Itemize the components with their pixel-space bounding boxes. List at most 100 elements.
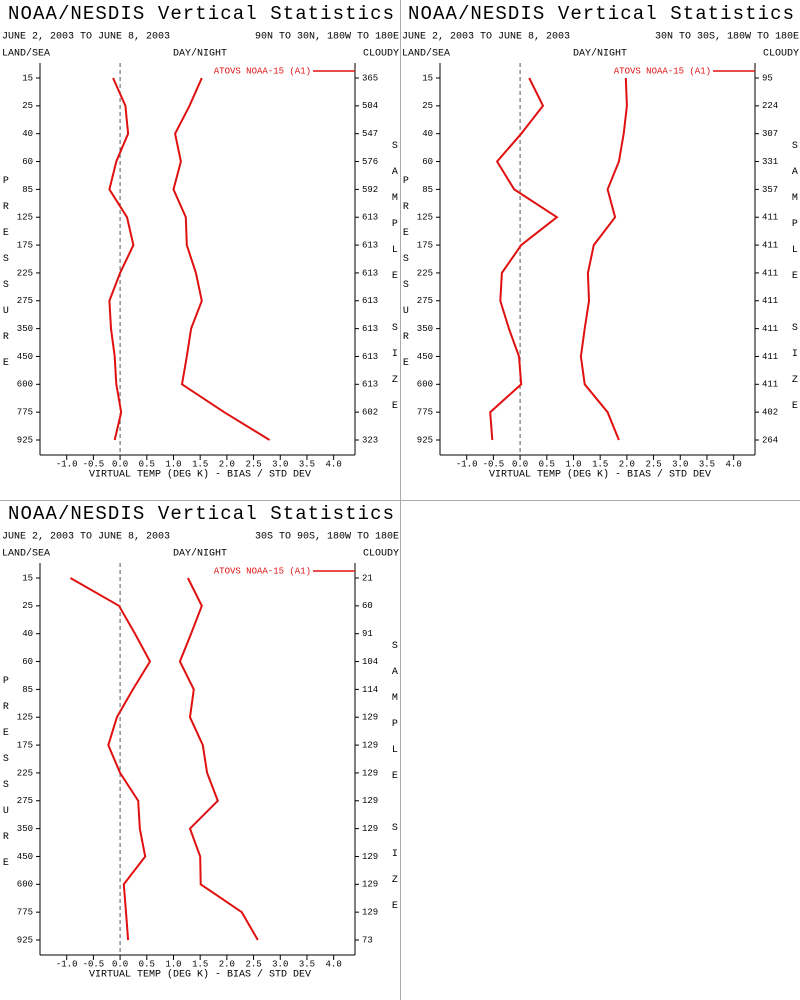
sample-size: 411 [762, 324, 778, 334]
x-tick-label: 1.0 [165, 459, 181, 469]
x-tick-label: 0.5 [139, 959, 155, 969]
x-tick-label: 3.5 [299, 959, 315, 969]
legend-label: ATOVS NOAA-15 (A1) [614, 66, 711, 76]
sample-size: 504 [362, 101, 378, 111]
y-tick-label: 40 [22, 629, 33, 639]
y-tick-label: 350 [417, 324, 433, 334]
sample-size: 129 [362, 796, 378, 806]
panel-title: NOAA/NESDIS Vertical Statistics [8, 503, 394, 525]
bias-line [108, 77, 135, 441]
y2-axis-label: SAMPLE SIZE [389, 641, 400, 927]
day-night-label: DAY/NIGHT [573, 48, 627, 60]
y-tick-label: 60 [22, 657, 33, 667]
sample-size: 129 [362, 908, 378, 918]
std-dev-line [178, 577, 259, 941]
x-tick-label: 2.5 [245, 459, 261, 469]
y-tick-label: 600 [417, 380, 433, 390]
y-tick-label: 925 [17, 935, 33, 945]
y-tick-label: 275 [17, 296, 33, 306]
x-tick-label: 4.0 [326, 459, 342, 469]
sample-size: 613 [362, 352, 378, 362]
x-tick-label: -0.5 [483, 459, 505, 469]
y-tick-label: 15 [422, 73, 433, 83]
sample-size: 129 [362, 768, 378, 778]
sample-size: 411 [762, 213, 778, 223]
y-tick-label: 600 [17, 380, 33, 390]
x-axis-label: VIRTUAL TEMP (DEG K) - BIAS / STD DEV [89, 969, 311, 981]
sample-size: 95 [762, 73, 773, 83]
y-tick-label: 450 [17, 352, 33, 362]
x-tick-label: 1.0 [165, 959, 181, 969]
x-tick-label: -0.5 [83, 459, 105, 469]
x-tick-label: 0.5 [539, 459, 555, 469]
sample-size: 411 [762, 296, 778, 306]
panel-title: NOAA/NESDIS Vertical Statistics [408, 3, 794, 25]
x-tick-label: 1.0 [565, 459, 581, 469]
sample-size: 547 [362, 129, 378, 139]
sample-size: 129 [362, 880, 378, 890]
panel: NOAA/NESDIS Vertical Statistics JUNE 2, 2… [400, 3, 800, 481]
y-tick-label: 85 [22, 685, 33, 695]
y-tick-label: 600 [17, 880, 33, 890]
y-tick-label: 175 [17, 240, 33, 250]
bias-line [69, 577, 152, 941]
sample-size: 411 [762, 352, 778, 362]
sample-size: 411 [762, 268, 778, 278]
x-tick-label: 4.0 [326, 959, 342, 969]
panel-title: NOAA/NESDIS Vertical Statistics [8, 3, 394, 25]
land-sea-label: LAND/SEA [2, 48, 50, 60]
x-tick-label: 3.5 [699, 459, 715, 469]
y-tick-label: 925 [17, 435, 33, 445]
cloudy-label: CLOUDY [363, 549, 399, 560]
x-tick-label: 4.0 [726, 459, 742, 469]
panel: NOAA/NESDIS Vertical Statistics JUNE 2, 2… [0, 503, 400, 981]
sample-size: 411 [762, 240, 778, 250]
sample-size: 576 [362, 157, 378, 167]
y-tick-label: 275 [417, 296, 433, 306]
sample-size: 602 [362, 408, 378, 418]
y-tick-label: 350 [17, 824, 33, 834]
x-tick-label: 2.5 [245, 959, 261, 969]
y-tick-label: 60 [22, 157, 33, 167]
region: 30S TO 90S, 180W TO 180E [255, 532, 399, 543]
sample-size: 365 [362, 73, 378, 83]
sample-size: 114 [362, 685, 378, 695]
legend-label: ATOVS NOAA-15 (A1) [214, 566, 311, 576]
y-tick-label: 775 [417, 408, 433, 418]
cloudy-label: CLOUDY [363, 49, 399, 60]
x-tick-label: 1.5 [592, 459, 608, 469]
x-tick-label: -1.0 [56, 959, 78, 969]
cloudy-label: CLOUDY [763, 49, 799, 60]
y-tick-label: 25 [422, 101, 433, 111]
y-tick-label: 125 [17, 713, 33, 723]
date-range: JUNE 2, 2003 TO JUNE 8, 2003 [2, 532, 170, 543]
y-tick-label: 225 [17, 268, 33, 278]
sample-size: 21 [362, 573, 373, 583]
sample-size: 323 [362, 435, 378, 445]
y-tick-label: 450 [17, 852, 33, 862]
sample-size: 307 [762, 129, 778, 139]
panel: NOAA/NESDIS Vertical Statistics JUNE 2, 2… [0, 3, 400, 481]
y-tick-label: 125 [17, 213, 33, 223]
sample-size: 613 [362, 324, 378, 334]
y2-axis-label: SAMPLE SIZE [389, 141, 400, 427]
x-axis-label: VIRTUAL TEMP (DEG K) - BIAS / STD DEV [89, 469, 311, 481]
y-tick-label: 775 [17, 408, 33, 418]
x-tick-label: 0.0 [112, 459, 128, 469]
sample-size: 91 [362, 629, 373, 639]
date-range: JUNE 2, 2003 TO JUNE 8, 2003 [2, 32, 170, 43]
day-night-label: DAY/NIGHT [173, 548, 227, 560]
x-tick-label: 2.0 [619, 459, 635, 469]
x-tick-label: 0.5 [139, 459, 155, 469]
std-dev-line [172, 77, 271, 441]
sample-size: 331 [762, 157, 778, 167]
x-tick-label: 3.0 [272, 459, 288, 469]
x-tick-label: -0.5 [83, 959, 105, 969]
y-tick-label: 15 [22, 573, 33, 583]
legend-label: ATOVS NOAA-15 (A1) [214, 66, 311, 76]
sample-size: 613 [362, 380, 378, 390]
date-range: JUNE 2, 2003 TO JUNE 8, 2003 [402, 32, 570, 43]
x-tick-label: 1.5 [192, 959, 208, 969]
y-tick-label: 85 [22, 185, 33, 195]
